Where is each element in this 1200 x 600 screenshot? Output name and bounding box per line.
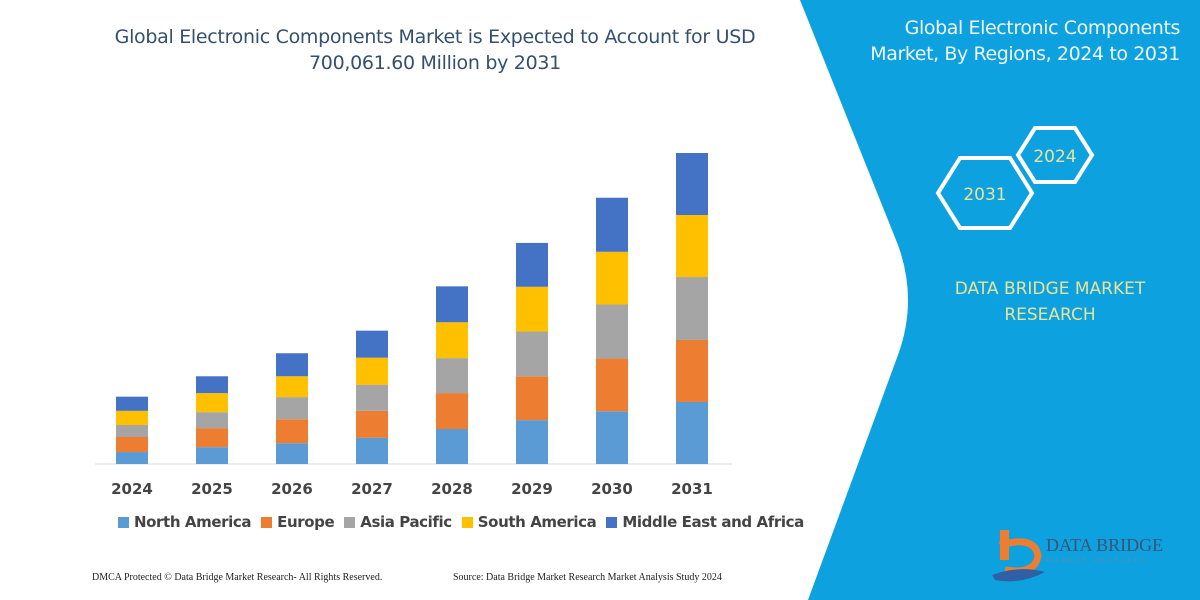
bar-segment-2026-europe [276,419,308,444]
legend-item-europe: Europe [261,513,335,531]
bar-segment-2028-europe [436,393,468,430]
legend-swatch [344,516,356,528]
bar-segment-2024-middle-east-and-africa [116,396,148,411]
bar-segment-2024-south-america [116,410,148,426]
bar-segment-2028-south-america [436,322,468,359]
chart-title: Global Electronic Components Market is E… [80,24,790,76]
bar-segment-2031-middle-east-and-africa [676,153,708,216]
footer-source: Source: Data Bridge Market Research Mark… [453,572,722,583]
bar-segment-2030-middle-east-and-africa [596,197,628,252]
bar-segment-2025-asia-pacific [196,412,228,429]
bar-segment-2026-north-america [276,443,308,464]
stacked-bar-chart: 2024 2025 2026 2027 2028 2029 2030 2031 [95,153,732,498]
bar-segment-2026-asia-pacific [276,397,308,420]
bar-segment-2027-south-america [356,357,388,385]
bar-segment-2027-asia-pacific [356,384,388,411]
legend-item-asia-pacific: Asia Pacific [344,513,452,531]
bar-segment-2031-europe [676,339,708,402]
x-tick-label-2030: 2030 [591,480,633,498]
x-tick-label-2028: 2028 [431,480,473,498]
bar-segment-2029-middle-east-and-africa [516,242,548,287]
x-tick-label-2029: 2029 [511,480,553,498]
x-tick-label-2026: 2026 [271,480,313,498]
bar-segment-2025-north-america [196,447,228,464]
bar-segment-2031-south-america [676,215,708,278]
brand-line-1: DATA BRIDGE MARKET [954,279,1146,299]
logo-name: DATA BRIDGE [1046,535,1164,555]
footer-copyright: DMCA Protected © Data Bridge Market Rese… [92,572,383,583]
bar-segment-2026-south-america [276,376,308,398]
bar-segment-2031-asia-pacific [676,277,708,340]
hexagon-2031: 2031 [935,156,1035,230]
x-tick-label-2031: 2031 [671,480,713,498]
bar-segment-2030-south-america [596,251,628,305]
bar-segment-2029-north-america [516,420,548,464]
legend-swatch [461,516,473,528]
bar-segment-2028-asia-pacific [436,358,468,394]
legend-item-north-america: North America [118,513,251,531]
legend-swatch [118,516,129,528]
bar-segment-2028-north-america [436,429,468,464]
brand-text: DATA BRIDGE MARKET RESEARCH [920,276,1180,328]
bar-segment-2029-europe [516,376,548,421]
bar-segment-2030-north-america [596,411,628,464]
side-title-line-1: Global Electronic Components [904,17,1181,39]
bar-segment-2025-middle-east-and-africa [196,376,228,394]
bar-segment-2024-asia-pacific [116,425,148,437]
bar-segment-2025-europe [196,428,228,448]
side-title-line-2: Market, By Regions, 2024 to 2031 [870,43,1180,65]
brand-line-2: RESEARCH [1004,305,1096,325]
hexagon-2024: 2024 [1015,126,1095,184]
bar-segment-2024-europe [116,436,148,453]
bar-segment-2027-europe [356,410,388,438]
bar-segment-2029-asia-pacific [516,331,548,377]
bar-segment-2029-south-america [516,286,548,332]
bar-segment-2024-north-america [116,452,148,464]
legend: North America Europe Asia Pacific South … [118,513,804,531]
bar-segment-2025-south-america [196,393,228,413]
hex-label-2024: 2024 [1033,147,1076,167]
bar-segment-2027-middle-east-and-africa [356,330,388,358]
legend-swatch [606,516,618,528]
bar-segment-2031-north-america [676,401,708,464]
x-tick-label-2024: 2024 [111,480,153,498]
legend-item-middle-east-africa: Middle East and Africa [606,513,804,531]
bar-segment-2027-north-america [356,437,388,464]
bar-segment-2030-asia-pacific [596,304,628,359]
legend-swatch [261,516,273,528]
bar-segment-2030-europe [596,358,628,412]
bar-segment-2026-middle-east-and-africa [276,353,308,377]
chart-title-line-2: 700,061.60 Million by 2031 [309,52,561,74]
logo-icon [992,530,1045,582]
bar-segment-2028-middle-east-and-africa [436,286,468,323]
side-panel-background [800,0,1200,600]
logo-subtitle: MARKET RESEARCH [1046,558,1150,564]
hex-label-2031: 2031 [963,185,1006,205]
side-panel-title: Global Electronic Components Market, By … [840,15,1180,67]
x-tick-label-2027: 2027 [351,480,393,498]
x-tick-label-2025: 2025 [191,480,233,498]
chart-title-line-1: Global Electronic Components Market is E… [114,26,756,48]
legend-item-south-america: South America [461,513,597,531]
